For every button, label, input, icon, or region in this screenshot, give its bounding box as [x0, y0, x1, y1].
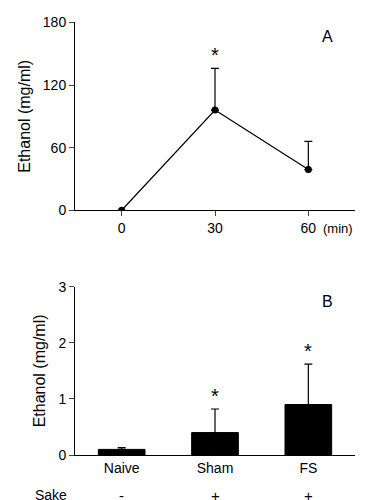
svg-text:Ethanol (mg/ml): Ethanol (mg/ml) — [31, 314, 48, 427]
svg-text:2: 2 — [58, 335, 66, 351]
svg-text:180: 180 — [43, 14, 67, 30]
svg-text:60: 60 — [51, 140, 67, 156]
svg-text:Sake: Sake — [35, 487, 67, 500]
svg-text:Sham: Sham — [197, 460, 234, 476]
svg-text:120: 120 — [43, 77, 67, 93]
svg-text:3: 3 — [58, 279, 66, 295]
svg-text:Naive: Naive — [104, 460, 140, 476]
svg-text:0: 0 — [58, 202, 66, 218]
svg-text:30: 30 — [207, 220, 223, 236]
svg-text:FS: FS — [299, 460, 317, 476]
svg-text:*: * — [211, 385, 219, 407]
svg-text:60: 60 — [301, 220, 317, 236]
svg-text:1: 1 — [58, 391, 66, 407]
svg-text:A: A — [322, 28, 333, 45]
svg-text:0: 0 — [118, 220, 126, 236]
svg-text:0: 0 — [58, 447, 66, 463]
svg-text:*: * — [211, 44, 219, 66]
svg-text:*: * — [304, 340, 312, 362]
svg-text:(min): (min) — [323, 221, 353, 236]
svg-text:+: + — [211, 487, 220, 500]
svg-text:+: + — [304, 487, 313, 500]
svg-text:Ethanol (mg/ml): Ethanol (mg/ml) — [16, 60, 33, 173]
svg-text:-: - — [119, 487, 124, 500]
svg-text:B: B — [322, 293, 333, 310]
